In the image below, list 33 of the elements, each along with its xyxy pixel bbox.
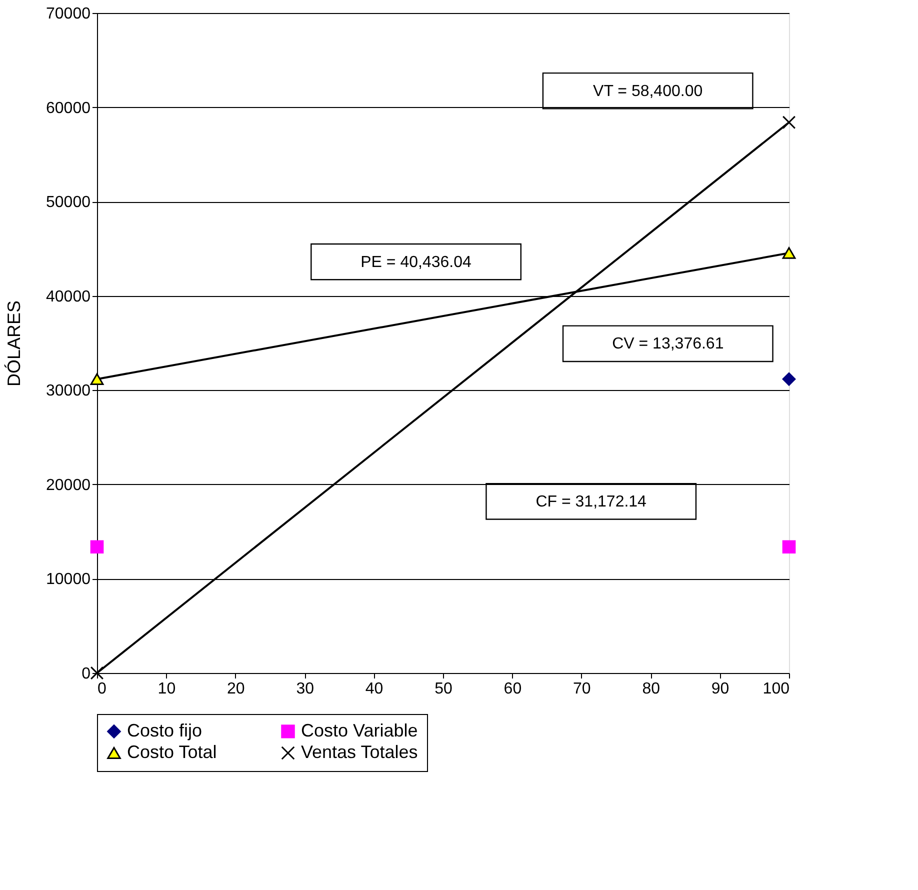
point	[782, 540, 796, 554]
x-tick-label: 30	[296, 680, 314, 698]
x-tick-label: 100	[762, 680, 790, 698]
y-tick-label: 70000	[46, 6, 91, 22]
y-tick-label: 0	[82, 666, 91, 682]
annotation: CV = 13,376.61	[612, 336, 724, 353]
y-tick-label: 40000	[46, 288, 91, 306]
point	[782, 372, 796, 386]
x-tick-label: 70	[573, 680, 591, 698]
legend-label: Costo Variable	[301, 720, 418, 740]
annotation: PE = 40,436.04	[360, 254, 472, 271]
legend-label: Costo Total	[127, 742, 217, 762]
point	[90, 666, 104, 680]
x-tick-label: 0	[98, 680, 106, 698]
x-tick-label: 40	[365, 680, 384, 698]
y-axis-title: DÓLARES	[4, 300, 24, 387]
x-tick-label: 80	[642, 680, 660, 698]
legend-label: Costo fijo	[127, 720, 202, 740]
y-tick-label: 60000	[46, 100, 91, 117]
annotation: VT = 58,400.00	[593, 82, 703, 100]
x-tick-label: 60	[504, 680, 522, 698]
x-tick-label: 10	[158, 680, 176, 698]
point	[782, 116, 796, 130]
annotation: CF = 31,172.14	[536, 493, 647, 510]
y-tick-label: 50000	[46, 194, 91, 212]
y-tick-label: 30000	[46, 382, 91, 400]
legend-label: Ventas Totales	[301, 742, 418, 762]
y-tick-label: 20000	[46, 476, 91, 494]
x-tick-label: 20	[227, 680, 245, 698]
x-tick-label: 50	[434, 680, 452, 698]
x-tick-label: 90	[711, 680, 730, 698]
y-tick-label: 10000	[46, 571, 91, 588]
point	[90, 540, 104, 554]
